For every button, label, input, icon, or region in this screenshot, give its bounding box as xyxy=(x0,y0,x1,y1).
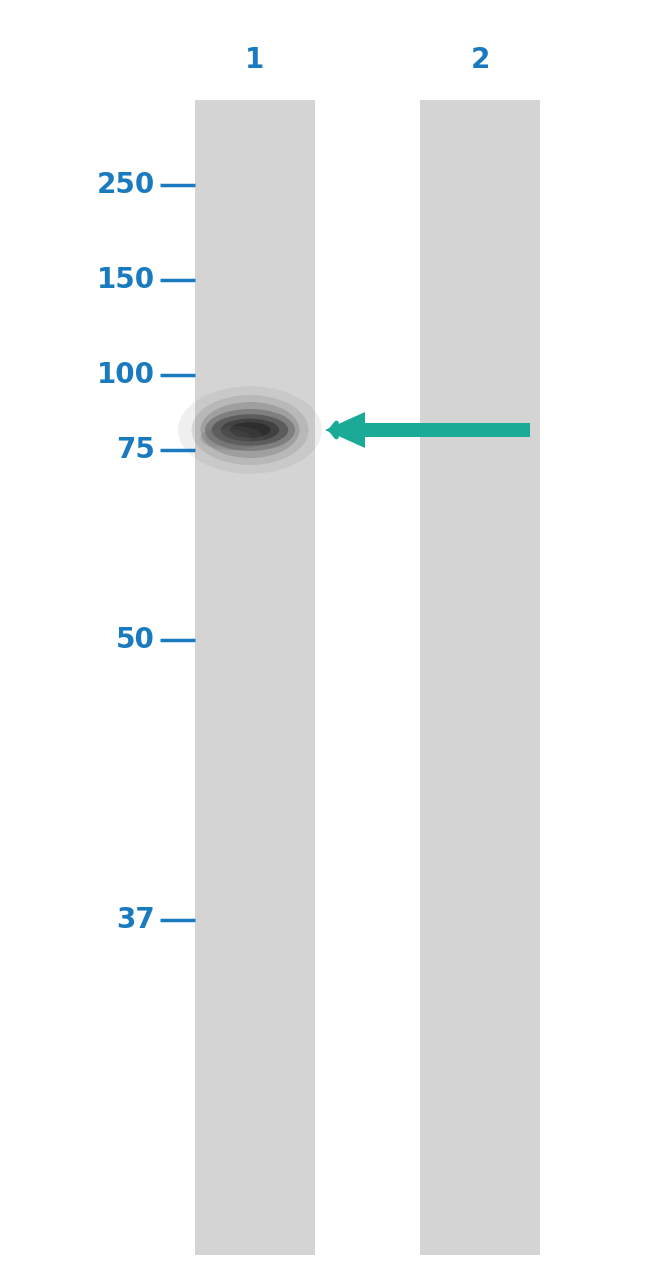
Ellipse shape xyxy=(221,419,280,442)
Ellipse shape xyxy=(178,386,322,474)
Text: 75: 75 xyxy=(116,436,155,464)
Bar xyxy=(420,100,540,1255)
FancyArrow shape xyxy=(325,411,530,448)
Ellipse shape xyxy=(205,429,250,447)
Ellipse shape xyxy=(200,425,263,451)
Ellipse shape xyxy=(212,414,288,446)
Text: 2: 2 xyxy=(471,46,489,74)
Ellipse shape xyxy=(200,403,300,458)
Ellipse shape xyxy=(205,409,295,451)
Text: 1: 1 xyxy=(246,46,265,74)
Text: 37: 37 xyxy=(116,906,155,933)
Text: 150: 150 xyxy=(97,265,155,293)
Bar xyxy=(195,100,315,1255)
Text: 250: 250 xyxy=(97,171,155,199)
Ellipse shape xyxy=(192,395,309,465)
Bar xyxy=(315,100,420,1255)
Text: 50: 50 xyxy=(116,626,155,654)
Ellipse shape xyxy=(229,422,270,438)
Text: 100: 100 xyxy=(97,361,155,389)
